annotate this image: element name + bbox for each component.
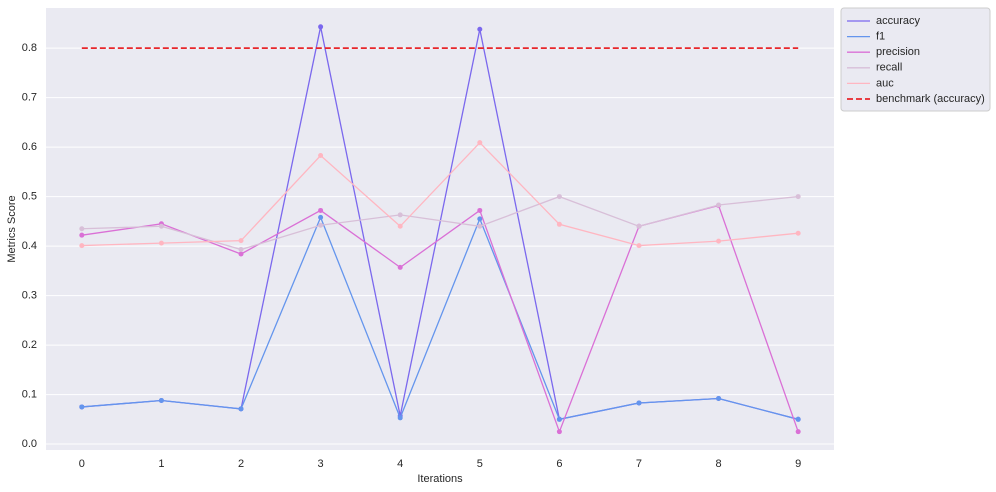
legend-label: recall [876,62,902,74]
y-axis-label: Metrics Score [6,195,18,262]
series-line [81,195,799,251]
point [238,247,244,253]
y-tick-label: 0.6 [22,141,37,153]
legend-label: benchmark (accuracy) [876,93,985,105]
plot-background [46,8,834,450]
grid [46,47,834,445]
legend: accuracy f1 precision recall auc benchmark (a… [847,15,985,105]
point [397,264,403,270]
point [556,416,562,422]
point [79,232,85,238]
legend-box [840,7,991,112]
x-tick-label: 3 [318,458,324,470]
point [795,416,801,422]
point [556,429,562,435]
y-tick-label: 0.2 [22,339,37,351]
point [716,238,722,244]
point [477,26,483,32]
y-tick-label: 0.5 [22,190,37,202]
x-axis-label: Iterations [417,473,463,485]
point [238,406,244,412]
y-tick-label: 0.8 [22,42,37,54]
lines [79,24,801,435]
point [79,243,85,249]
legend-label: accuracy [876,15,921,27]
point [477,223,483,229]
x-tick-label: 6 [556,458,562,470]
x-tick-label: 4 [397,458,403,470]
x-tick-label: 5 [477,458,483,470]
legend-label: f1 [876,31,885,43]
x-tick-label: 0 [79,458,85,470]
point [158,240,164,246]
point [636,400,642,406]
series-line [81,141,799,247]
x-tick-label: 8 [716,458,722,470]
point [556,221,562,227]
point [318,207,324,213]
point [397,415,403,421]
point [318,222,324,228]
y-tick-label: 0.1 [22,388,37,400]
point [79,404,85,410]
y-tick-label: 0.3 [22,289,37,301]
point [158,223,164,229]
point [477,207,483,213]
series-line [81,215,799,421]
x-tick-label: 2 [238,458,244,470]
point [238,251,244,257]
point [716,202,722,208]
y-tick-label: 0.4 [22,240,37,252]
legend-label: precision [876,46,920,58]
point [795,194,801,200]
x-tick-label: 7 [636,458,642,470]
point [556,194,562,200]
point [158,398,164,404]
point [318,214,324,220]
point [795,429,801,435]
point [238,238,244,244]
y-tick-label: 0.7 [22,91,37,103]
point [397,223,403,229]
point [397,212,403,218]
y-tick-label: 0.0 [22,438,37,450]
point [795,230,801,236]
point [477,140,483,146]
point [477,216,483,222]
point [318,152,324,158]
point [636,243,642,249]
point [636,223,642,229]
legend-label: auc [876,77,894,89]
x-tick-label: 1 [158,458,164,470]
point [716,396,722,402]
point [318,24,324,30]
point [79,226,85,232]
x-tick-label: 9 [795,458,801,470]
